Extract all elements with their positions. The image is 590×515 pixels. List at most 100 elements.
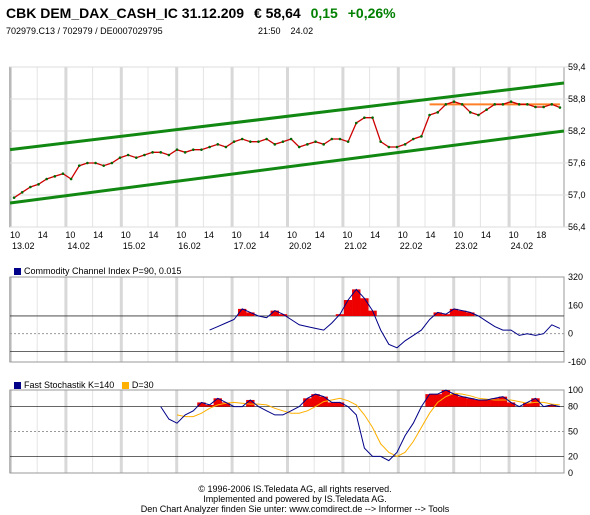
stochastic-y-tick-label: 0 — [568, 468, 573, 478]
stochastic-overbought-fill — [482, 399, 491, 407]
price-point — [224, 145, 228, 149]
price-panel-vgrid — [507, 67, 511, 227]
price-x-tick-day: 16.02 — [178, 241, 201, 251]
price-point — [330, 137, 334, 141]
price-y-tick-label: 58,8 — [568, 94, 586, 104]
price-x-tick-hour: 14 — [38, 230, 48, 240]
price-point — [501, 103, 505, 106]
price-x-tick-hour: 10 — [65, 230, 75, 240]
k-legend-swatch — [14, 382, 21, 390]
cci-y-tick-label: 160 — [568, 300, 583, 310]
price-point — [403, 143, 407, 146]
price-point — [183, 151, 187, 154]
channel-lower-line — [9, 129, 565, 205]
cci-overbought-fill — [352, 289, 361, 316]
stochastic-overbought-fill — [327, 402, 337, 407]
price-panel-vgrid — [175, 67, 179, 227]
cci-overbought-fill — [441, 314, 451, 316]
stochastic-overbought-fill — [490, 398, 499, 407]
price-point — [297, 145, 301, 149]
price-series-line — [13, 101, 561, 199]
stochastic-k-label: Fast Stochastik K=140 — [24, 380, 115, 390]
cci-overbought-fill — [335, 314, 345, 316]
cci-overbought-fill — [449, 308, 459, 316]
price-point — [322, 143, 325, 146]
price-point — [208, 145, 211, 149]
price-x-tick-hour: 10 — [232, 230, 242, 240]
price-point — [460, 103, 464, 106]
price-point — [94, 161, 97, 165]
price-panel-vgrid — [369, 67, 371, 227]
price-point — [428, 113, 431, 117]
cci-panel-vgrid — [202, 277, 204, 362]
stochastic-overbought-fill — [335, 402, 345, 407]
price-point — [420, 135, 423, 138]
stochastic-panel-vgrid — [175, 390, 179, 473]
price-point — [232, 140, 236, 143]
stochastic-overbought-fill — [213, 398, 222, 407]
stochastic-overbought-fill — [246, 399, 255, 407]
cci-overbought-fill — [278, 314, 288, 316]
price-x-tick-day: 20.02 — [289, 241, 312, 251]
price-point — [371, 116, 374, 119]
stochastic-panel-vgrid — [424, 390, 426, 473]
price-x-tick-hour: 14 — [481, 230, 491, 240]
cci-panel-vgrid — [452, 277, 456, 362]
price-x-tick-day: 13.02 — [12, 241, 35, 251]
stochastic-panel-vgrid — [119, 390, 123, 473]
price-point — [509, 100, 513, 103]
price-x-tick-day: 22.02 — [400, 241, 423, 251]
price-point — [216, 143, 220, 146]
price-point — [477, 113, 480, 117]
price-point — [77, 164, 81, 167]
cci-panel-vgrid — [313, 277, 315, 362]
cci-panel-vgrid — [147, 277, 149, 362]
cci-panel-vgrid — [369, 277, 371, 362]
price-panel-vgrid — [535, 67, 537, 227]
price-point — [192, 148, 195, 151]
price-x-tick-hour: 14 — [149, 230, 159, 240]
price-point — [200, 148, 203, 151]
price-x-tick-hour: 14 — [259, 230, 269, 240]
cci-overbought-fill — [433, 312, 442, 316]
cci-panel-vgrid — [230, 277, 234, 362]
quote-time: 21:50 24.02 — [258, 26, 313, 36]
price-x-tick-hour: 10 — [398, 230, 408, 240]
price-point — [167, 153, 171, 157]
price-panel-vgrid — [92, 67, 94, 227]
stochastic-d-label: D=30 — [131, 380, 154, 390]
price-point — [134, 156, 138, 159]
cci-panel-vgrid — [507, 277, 511, 362]
stochastic-panel-vgrid — [36, 390, 38, 473]
price-x-tick-hour: 14 — [426, 230, 436, 240]
price-x-tick-hour: 10 — [342, 230, 352, 240]
footer-implemented: Implemented and powered by IS.Teledata A… — [203, 494, 387, 504]
price-panel-vgrid — [119, 67, 123, 227]
price-point — [20, 191, 24, 194]
cci-panel-frame — [9, 276, 565, 363]
price-x-tick-hour: 18 — [536, 230, 546, 240]
price-point — [517, 103, 521, 106]
price-x-tick-hour: 10 — [287, 230, 297, 240]
price-panel-vgrid — [202, 67, 204, 227]
price-point — [143, 153, 146, 157]
price-point — [558, 106, 562, 109]
price-point — [175, 148, 179, 151]
price-y-tick-label: 56,4 — [568, 222, 586, 232]
cci-overbought-fill — [246, 312, 255, 316]
stochastic-overbought-fill — [547, 404, 556, 407]
cci-panel-vgrid — [119, 277, 123, 362]
price-panel-vgrid — [147, 67, 149, 227]
price-change-percent: +0,26% — [347, 5, 396, 21]
price-point — [436, 111, 440, 114]
cci-panel-vgrid — [535, 277, 537, 362]
price-point — [257, 140, 260, 143]
quote-date-value: 24.02 — [290, 26, 314, 36]
price-point — [240, 137, 244, 141]
price-panel-vgrid — [424, 67, 426, 227]
price-y-tick-label: 58,2 — [568, 126, 586, 136]
cci-panel-vgrid — [341, 277, 345, 362]
price-x-tick-hour: 10 — [509, 230, 519, 240]
price-point — [29, 185, 32, 189]
price-point — [338, 137, 342, 141]
